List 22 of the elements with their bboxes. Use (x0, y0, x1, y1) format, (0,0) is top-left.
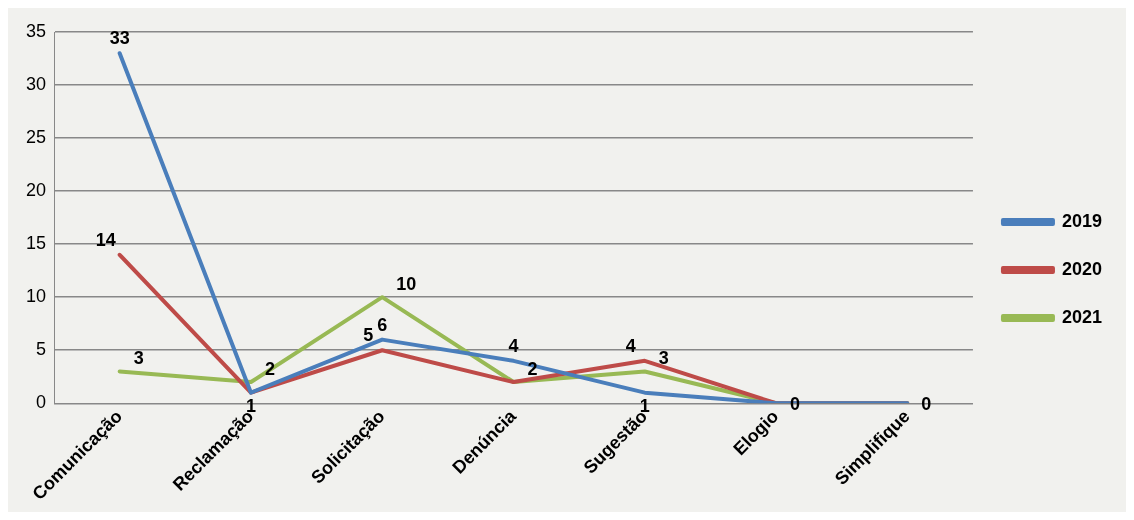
y-tick-label: 5 (36, 339, 47, 360)
data-label: 14 (95, 229, 116, 250)
data-label: 10 (396, 274, 417, 295)
legend-label: 2021 (1061, 306, 1102, 327)
data-label: 3 (658, 348, 669, 369)
data-label: 4 (508, 335, 519, 356)
y-tick-label: 25 (25, 127, 47, 148)
y-tick-label: 20 (25, 180, 47, 201)
data-label: 6 (377, 314, 388, 335)
y-tick-label: 35 (25, 20, 47, 41)
legend-label: 2020 (1061, 258, 1102, 279)
y-tick-label: 0 (36, 392, 47, 413)
data-label: 33 (109, 28, 130, 49)
data-label: 2 (264, 359, 275, 380)
legend-label: 2019 (1061, 210, 1102, 231)
y-tick-label: 10 (25, 286, 47, 307)
data-label: 5 (363, 325, 374, 346)
data-label: 3 (133, 348, 144, 369)
y-tick-label: 30 (25, 74, 47, 95)
data-label: 0 (921, 394, 932, 415)
data-label: 4 (625, 335, 636, 356)
y-tick-label: 15 (25, 233, 47, 254)
